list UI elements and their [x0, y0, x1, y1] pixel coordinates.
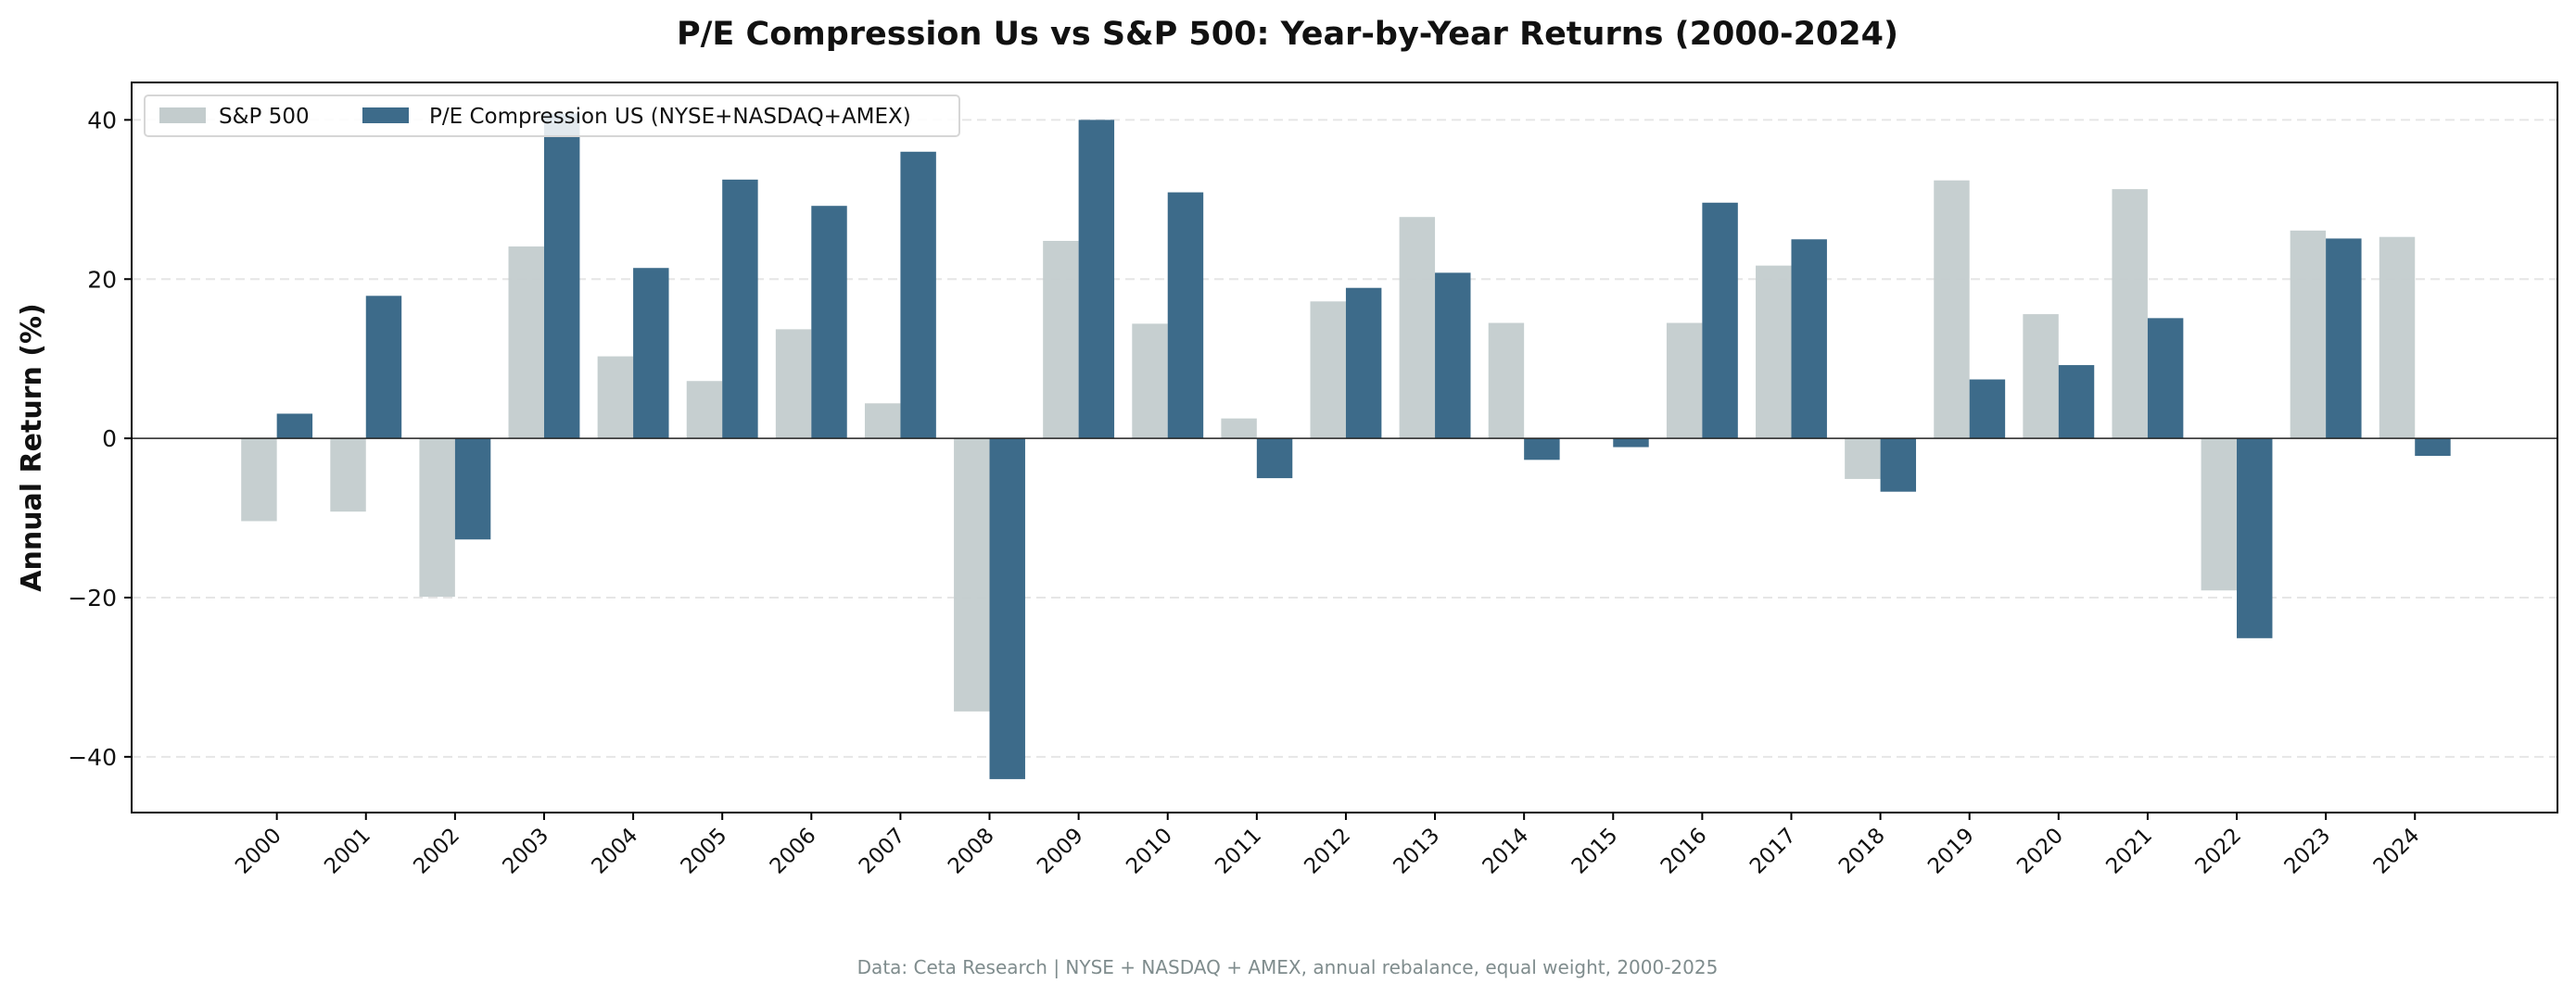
footnote: Data: Ceta Research | NYSE + NASDAQ + AM…: [857, 956, 1719, 978]
legend-label-sp500: S&P 500: [219, 105, 310, 129]
x-tick-label: 2024: [2369, 824, 2425, 879]
x-tick-label: 2000: [231, 824, 286, 879]
x-axis: 2000 2001 2002 2003 2004 2005 2006 2007 2008 2009…: [231, 813, 2424, 879]
x-tick-label: 2015: [1567, 824, 1623, 879]
bar-sp500-2014: [1488, 322, 1525, 439]
bar-sp500-2019: [1934, 180, 1970, 439]
legend-swatch-pe-compression: [362, 107, 409, 123]
bar-sp500-2023: [2290, 230, 2327, 439]
bar-pe-compression-2019: [1969, 379, 2006, 439]
x-tick-label: 2020: [2012, 824, 2068, 879]
bar-sp500-2020: [2023, 314, 2059, 439]
bars: [241, 113, 2451, 779]
bar-pe-compression-2005: [722, 179, 758, 439]
legend-swatch-sp500: [159, 107, 206, 123]
x-tick-label: 2017: [1745, 824, 1801, 879]
x-tick-label: 2011: [1211, 824, 1266, 879]
x-tick-label: 2003: [498, 824, 553, 879]
x-tick-label: 2021: [2101, 824, 2157, 879]
x-tick-label: 2023: [2280, 824, 2336, 879]
x-tick-label: 2001: [320, 824, 375, 879]
bar-pe-compression-2008: [989, 438, 1025, 779]
legend-box: [144, 95, 960, 137]
y-axis: −40 −20 0 20 40: [68, 107, 132, 771]
bar-sp500-2016: [1666, 322, 1703, 439]
y-tick-label: 20: [87, 266, 117, 293]
bar-sp500-2017: [1756, 265, 1792, 439]
bar-sp500-2011: [1221, 418, 1257, 439]
bar-pe-compression-2009: [1078, 120, 1115, 439]
bar-sp500-2018: [1845, 438, 1881, 479]
bar-sp500-2022: [2201, 438, 2238, 591]
bar-pe-compression-2013: [1435, 272, 1471, 439]
bar-pe-compression-2022: [2237, 438, 2273, 638]
bar-sp500-2006: [775, 329, 812, 439]
y-tick-label: −40: [68, 744, 117, 771]
bar-sp500-2013: [1399, 217, 1436, 439]
y-tick-label: −20: [68, 585, 117, 611]
x-tick-label: 2010: [1122, 824, 1177, 879]
bar-sp500-2021: [2112, 189, 2148, 439]
x-tick-label: 2005: [677, 824, 732, 879]
bar-pe-compression-2006: [811, 206, 847, 439]
legend-label-pe-compression: P/E Compression US (NYSE+NASDAQ+AMEX): [429, 105, 911, 129]
bar-pe-compression-2004: [633, 268, 669, 439]
bar-pe-compression-2011: [1256, 438, 1293, 479]
bar-pe-compression-2018: [1880, 438, 1917, 492]
y-tick-label: 0: [102, 425, 117, 452]
bar-sp500-2007: [864, 403, 901, 439]
bar-pe-compression-2002: [454, 438, 491, 540]
y-tick-label: 40: [87, 107, 117, 133]
bar-pe-compression-2000: [276, 413, 313, 439]
x-tick-label: 2014: [1478, 824, 1534, 879]
bar-sp500-2024: [2379, 236, 2416, 439]
bar-sp500-2010: [1132, 323, 1168, 439]
y-axis-label: Annual Return (%): [16, 303, 48, 591]
x-tick-label: 2018: [1834, 824, 1890, 879]
x-tick-label: 2022: [2190, 824, 2246, 879]
bar-sp500-2003: [508, 246, 544, 439]
x-tick-label: 2009: [1033, 824, 1088, 879]
x-tick-label: 2007: [855, 824, 910, 879]
bar-sp500-2008: [954, 438, 990, 712]
bar-pe-compression-2023: [2326, 238, 2362, 439]
bar-sp500-2004: [597, 356, 634, 439]
chart-title: P/E Compression Us vs S&P 500: Year-by-Y…: [677, 16, 1898, 53]
bar-sp500-2009: [1043, 241, 1079, 439]
bar-pe-compression-2012: [1345, 287, 1382, 439]
bar-pe-compression-2020: [2058, 365, 2095, 439]
bar-pe-compression-2014: [1524, 438, 1560, 460]
x-tick-label: 2002: [409, 824, 464, 879]
bar-pe-compression-2010: [1167, 192, 1204, 439]
bar-pe-compression-2016: [1702, 202, 1738, 439]
bar-pe-compression-2003: [543, 113, 580, 439]
bar-sp500-2005: [686, 381, 723, 439]
x-tick-label: 2006: [766, 824, 821, 879]
legend: S&P 500 P/E Compression US (NYSE+NASDAQ+…: [144, 95, 960, 137]
plot-frame: [131, 82, 2558, 813]
x-tick-label: 2004: [588, 824, 643, 879]
bar-sp500-2001: [330, 438, 366, 512]
bar-pe-compression-2017: [1791, 239, 1827, 439]
x-tick-label: 2012: [1300, 824, 1355, 879]
bar-pe-compression-2007: [900, 151, 936, 439]
x-tick-label: 2016: [1656, 824, 1712, 879]
bar-sp500-2002: [419, 438, 455, 598]
x-tick-label: 2008: [944, 824, 999, 879]
bar-pe-compression-2024: [2415, 438, 2451, 457]
bar-pe-compression-2001: [365, 296, 402, 439]
bar-sp500-2000: [241, 438, 277, 522]
x-tick-label: 2019: [1923, 824, 1979, 879]
bar-sp500-2012: [1310, 301, 1346, 439]
x-tick-label: 2013: [1390, 824, 1445, 879]
bar-pe-compression-2015: [1613, 438, 1649, 448]
bar-pe-compression-2021: [2147, 318, 2184, 439]
